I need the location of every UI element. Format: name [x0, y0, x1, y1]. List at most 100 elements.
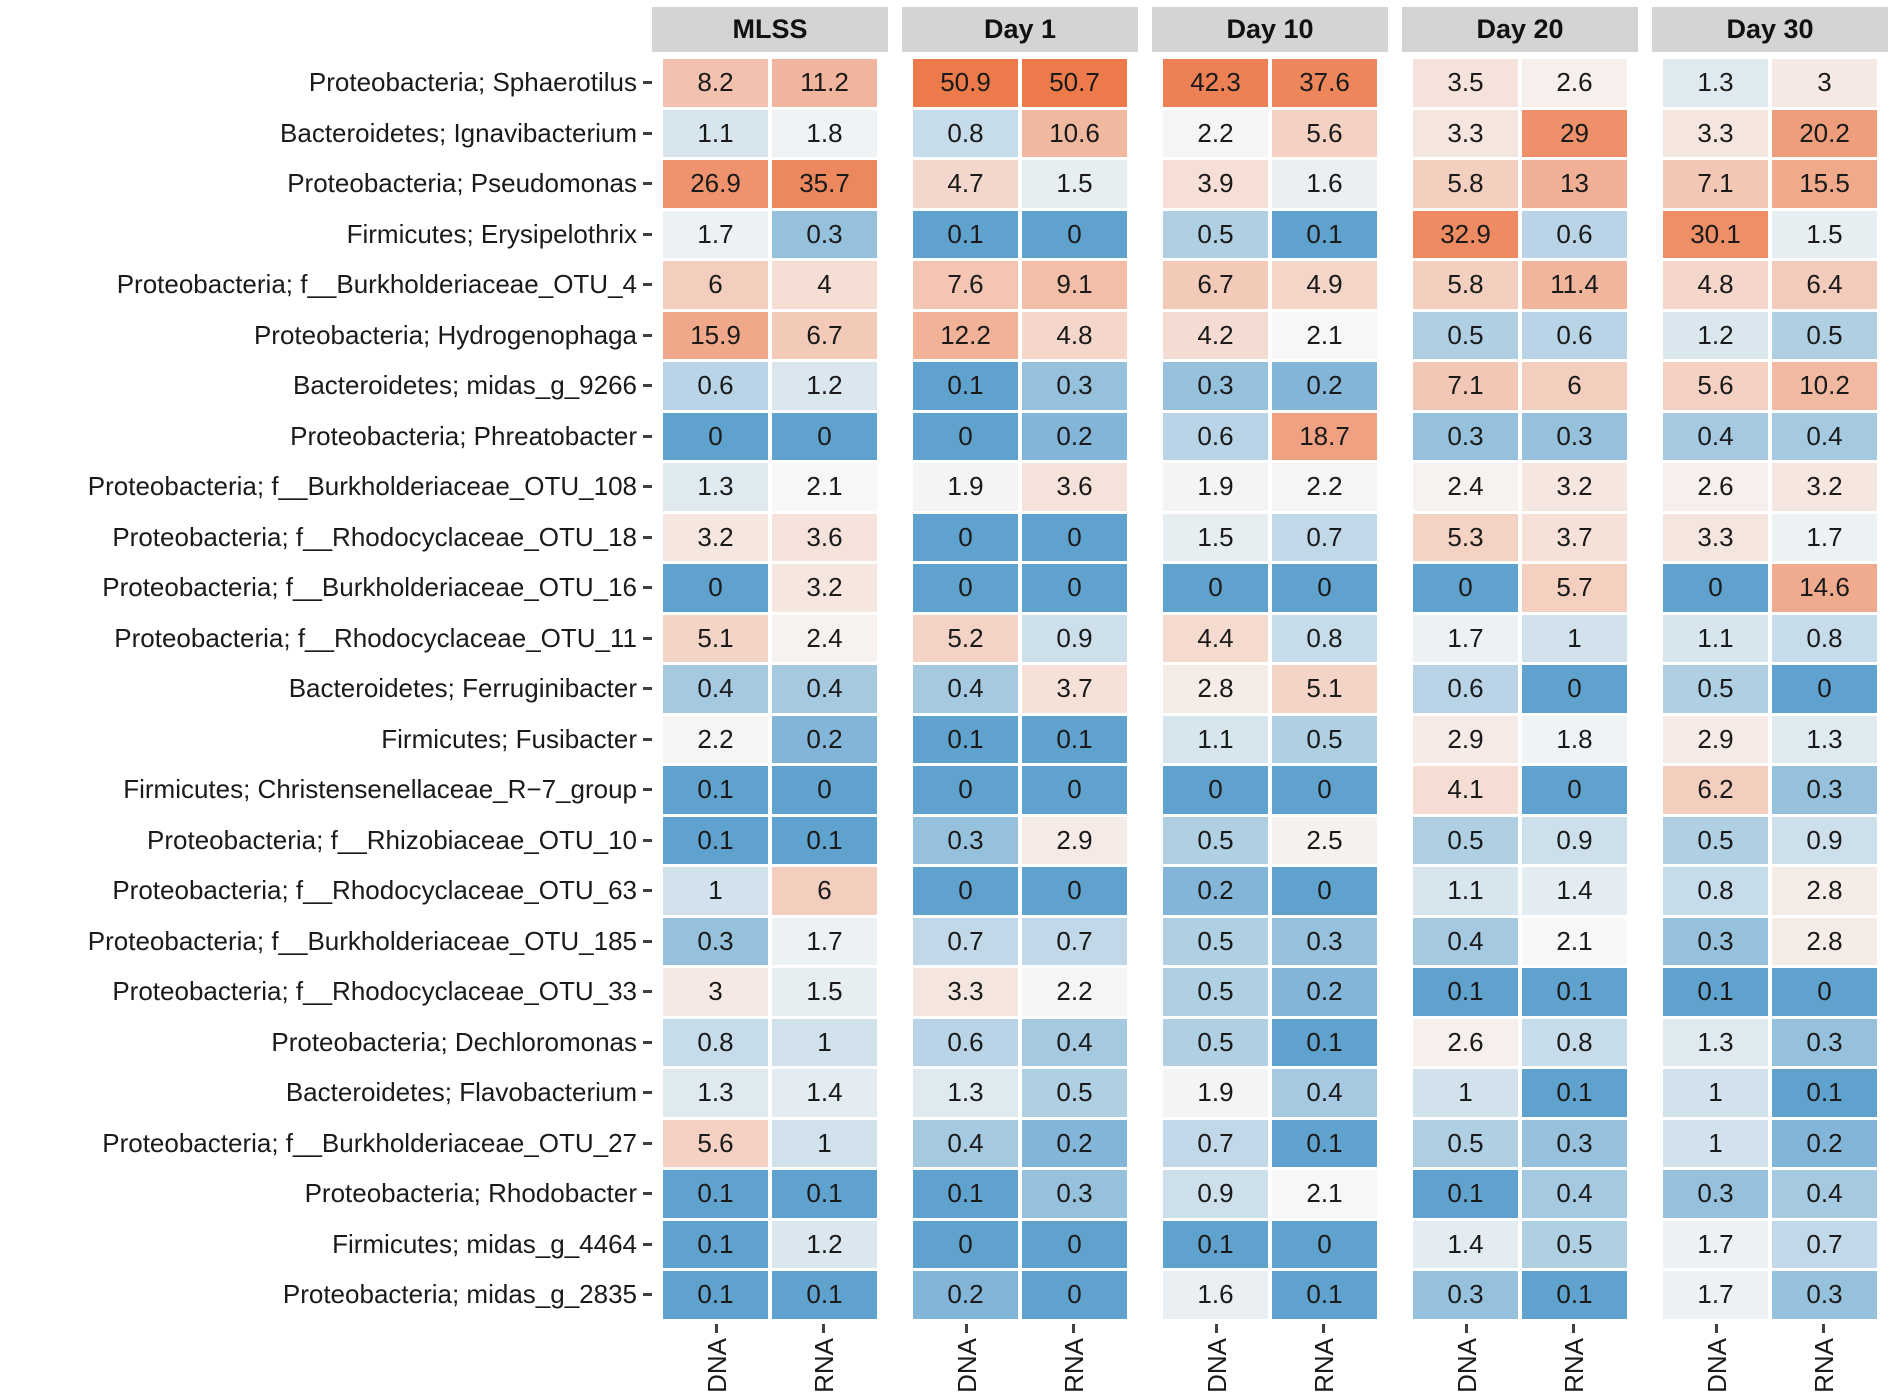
x-axis-tick	[1072, 1323, 1075, 1333]
heatmap-cell: 2.8	[1772, 917, 1877, 965]
heatmap-cell: 5.6	[663, 1119, 768, 1167]
facet-header: Day 1	[902, 7, 1138, 52]
heatmap-cell: 0.4	[1022, 1018, 1127, 1066]
heatmap-cell: 1	[772, 1018, 877, 1066]
x-axis-tick	[1822, 1323, 1825, 1333]
facet-group-day-30: Day 30 1.3 3 3.3 20.2 7.1 15.5 30.1 1.5 4.8 6.4 1.2…	[1652, 7, 1888, 1392]
taxon-label: Proteobacteria; f__Rhizobiaceae_OTU_10	[147, 824, 637, 855]
heatmap-cell: 5.6	[1272, 109, 1377, 157]
heatmap-cell: 1.5	[1772, 210, 1877, 258]
heatmap-cell: 0.6	[1413, 665, 1518, 713]
heatmap-cell: 0	[1272, 564, 1377, 612]
taxon-label-row: Proteobacteria; Phreatobacter	[0, 413, 652, 461]
heatmap-cell: 1.7	[663, 210, 768, 258]
x-axis-tick	[965, 1323, 968, 1333]
heatmap-cell: 42.3	[1163, 59, 1268, 107]
x-axis-column: DNA	[1163, 1323, 1270, 1392]
x-axis-column: DNA	[1663, 1323, 1770, 1392]
heatmap-cell: 3.6	[1022, 463, 1127, 511]
taxon-label: Firmicutes; Erysipelothrix	[346, 218, 637, 249]
y-axis-tick	[643, 535, 652, 539]
heatmap-cell: 2.4	[772, 614, 877, 662]
heatmap-cell: 0.1	[1272, 1271, 1377, 1319]
heatmap-cell: 15.9	[663, 311, 768, 359]
heatmap-cell: 0.2	[1272, 968, 1377, 1016]
heatmap-cell: 7.1	[1413, 362, 1518, 410]
taxon-label-row: Proteobacteria; f__Rhodocyclaceae_OTU_33	[0, 968, 652, 1016]
heatmap-cell: 0	[1272, 766, 1377, 814]
heatmap-cell: 0.5	[1663, 816, 1768, 864]
x-axis-label: RNA	[1558, 1337, 1589, 1393]
heatmap-cell: 0	[1522, 766, 1627, 814]
heatmap-cell: 0.1	[663, 1220, 768, 1268]
heatmap-cell: 0.3	[1022, 1170, 1127, 1218]
heatmap-cell: 10.6	[1022, 109, 1127, 157]
heatmap-cell: 1.1	[1163, 715, 1268, 763]
heatmap-cell: 4.8	[1022, 311, 1127, 359]
heatmap-cell: 0.2	[1772, 1119, 1877, 1167]
heatmap-cell: 0.3	[1022, 362, 1127, 410]
heatmap-cell: 0.3	[1772, 766, 1877, 814]
taxon-label: Firmicutes; Fusibacter	[381, 723, 637, 754]
heatmap-cell: 0.3	[1772, 1271, 1877, 1319]
heatmap-cell: 1.6	[1163, 1271, 1268, 1319]
heatmap-cell: 0.7	[1022, 917, 1127, 965]
heatmap-cell: 0	[1663, 564, 1768, 612]
y-axis-tick	[643, 283, 652, 287]
heatmap-cell: 3.7	[1522, 513, 1627, 561]
heatmap-cell: 4.1	[1413, 766, 1518, 814]
heatmap-cell: 0.5	[1022, 1069, 1127, 1117]
facet-group-mlss: MLSS 8.2 11.2 1.1 1.8 26.9 35.7 1.7 0.3 6 4 15.9 6.7…	[652, 7, 888, 1392]
heatmap-cell: 5.8	[1413, 160, 1518, 208]
heatmap-cell: 1.3	[663, 1069, 768, 1117]
heatmap-cell: 2.2	[663, 715, 768, 763]
heatmap-cells: 50.9 50.7 0.8 10.6 4.7 1.5 0.1 0 7.6 9.1 12.2 4.8 0.…	[902, 59, 1138, 1319]
heatmap-cell: 2.2	[1272, 463, 1377, 511]
heatmap-cell: 2.9	[1022, 816, 1127, 864]
taxon-label: Proteobacteria; f__Burkholderiaceae_OTU_…	[102, 1127, 637, 1158]
y-axis-tick	[643, 788, 652, 792]
heatmap-cell: 6.7	[1163, 261, 1268, 309]
heatmap-cell: 0.1	[1272, 1119, 1377, 1167]
heatmap-cell: 0.1	[1163, 1220, 1268, 1268]
heatmap-cell: 0.1	[913, 362, 1018, 410]
heatmap-cell: 0	[1272, 867, 1377, 915]
heatmap-cell: 1	[1663, 1119, 1768, 1167]
heatmap-cell: 1.7	[1663, 1220, 1768, 1268]
heatmap-cell: 1.7	[1772, 513, 1877, 561]
heatmap-cell: 3.5	[1413, 59, 1518, 107]
taxon-label: Proteobacteria; f__Rhodocyclaceae_OTU_63	[112, 875, 637, 906]
taxon-label-row: Firmicutes; Fusibacter	[0, 716, 652, 764]
heatmap-cell: 0.9	[1522, 816, 1627, 864]
heatmap-cell: 0.8	[1272, 614, 1377, 662]
y-axis-tick	[643, 1192, 652, 1196]
heatmap-cell: 1.3	[663, 463, 768, 511]
x-axis-column: DNA	[1413, 1323, 1520, 1392]
y-axis-tick	[643, 232, 652, 236]
heatmap-cell: 7.1	[1663, 160, 1768, 208]
heatmap-cell: 2.9	[1663, 715, 1768, 763]
heatmap-cell: 0.8	[1772, 614, 1877, 662]
heatmap-cell: 0.9	[1022, 614, 1127, 662]
heatmap-cell: 0	[1022, 1220, 1127, 1268]
heatmap-cell: 1.7	[1663, 1271, 1768, 1319]
taxon-label-row: Proteobacteria; midas_g_2835	[0, 1271, 652, 1319]
x-axis-tick	[1215, 1323, 1218, 1333]
taxon-label: Proteobacteria; midas_g_2835	[282, 1279, 637, 1310]
heatmap-cell: 0.3	[772, 210, 877, 258]
heatmap-cell: 0	[1022, 210, 1127, 258]
heatmap-cell: 2.5	[1272, 816, 1377, 864]
taxon-label-row: Proteobacteria; Rhodobacter	[0, 1170, 652, 1218]
taxon-label: Bacteroidetes; Ignavibacterium	[280, 117, 637, 148]
heatmap-cell: 0.3	[663, 917, 768, 965]
heatmap-cell: 5.3	[1413, 513, 1518, 561]
x-axis: DNA RNA	[1652, 1323, 1888, 1392]
heatmap-cell: 0	[1022, 1271, 1127, 1319]
facet-header: Day 30	[1652, 7, 1888, 52]
heatmap-cell: 0	[913, 1220, 1018, 1268]
heatmap-cells: 3.5 2.6 3.3 29 5.8 13 32.9 0.6 5.8 11.4 0.5 0.6 7.1 6…	[1402, 59, 1638, 1319]
heatmap-cell: 7.6	[913, 261, 1018, 309]
heatmap-cell: 0.9	[1772, 816, 1877, 864]
y-axis-tick	[643, 737, 652, 741]
